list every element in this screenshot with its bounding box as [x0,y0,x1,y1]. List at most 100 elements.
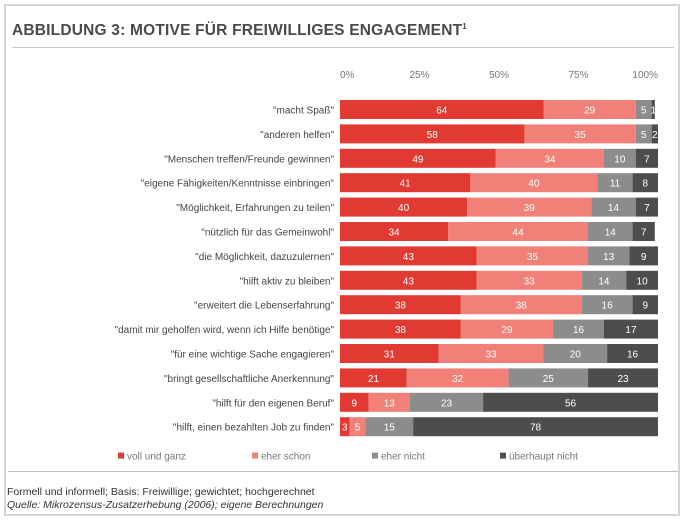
data-label: 31 [384,350,396,361]
bar-segment [588,368,658,388]
source-note: Quelle: Mikrozensus-Zusatzerhebung (2006… [7,499,324,511]
data-label: 38 [395,301,407,312]
data-label: 40 [398,203,410,214]
data-label: 5 [355,423,361,434]
bar-segment [460,319,554,339]
category-label: "die Möglichkeit, dazuzulernen" [195,252,334,263]
bar-segment [340,100,544,119]
data-label: 14 [598,276,610,287]
bar-segment [635,100,652,119]
figure-title: ABBILDUNG 3: MOTIVE FÜR FREIWILLIGES ENG… [12,22,467,40]
data-label: 13 [384,398,396,409]
x-tick-label: 100% [632,70,658,81]
bar-segment [340,295,461,315]
bar-segment [340,148,496,168]
figure-title-superscript: 1 [462,22,467,31]
figure-title-text: ABBILDUNG 3: MOTIVE FÜR FREIWILLIGES ENG… [12,22,463,40]
bar-segment [588,246,630,266]
category-label: "nützlich für das Gemeinwohl" [201,228,334,239]
bar-segment [543,100,636,119]
data-label: 38 [395,325,407,336]
x-tick-label: 25% [409,70,429,81]
bar-segment [340,344,439,363]
data-label: 44 [513,228,525,239]
data-label: 39 [524,203,536,214]
bar-segment [651,100,655,119]
data-label: 64 [436,106,448,117]
bar-segment [340,124,525,144]
bar-segment [581,270,627,290]
bar-segment [603,319,658,339]
data-label: 7 [641,228,647,239]
bar-segment [495,148,604,168]
data-label: 9 [352,398,358,409]
bar-segment [340,246,477,266]
data-label: 43 [403,276,415,287]
category-label: "erweitert die Lebenserfahrung" [194,301,334,312]
data-label: 35 [527,252,539,263]
bar-segment [651,124,658,144]
footer-divider [8,471,678,472]
bar-segment [635,148,658,168]
x-tick-label: 0% [340,70,355,81]
bar-segment [603,148,636,168]
bar-segment [607,344,658,363]
data-label: 9 [641,252,647,263]
bar-segment [626,270,658,290]
bar-segment [340,319,461,339]
bar-segment [438,344,544,363]
data-label: 49 [412,154,424,165]
bar-segment [476,270,582,290]
legend-label: überhaupt nicht [509,452,578,463]
title-divider [12,47,674,48]
bar-segment [349,417,366,437]
data-label: 33 [524,276,536,287]
bar-segment [581,295,633,315]
data-label: 3 [342,423,348,434]
bar-segment [588,222,633,241]
bar-segment [632,222,655,241]
category-label: "anderen helfen" [260,130,334,141]
data-label: 16 [602,301,614,312]
bar-segment [340,197,468,217]
legend-label: eher schon [261,452,310,463]
legend-label: voll und ganz [127,452,186,463]
legend-swatch [252,452,258,459]
data-label: 15 [384,423,396,434]
data-label: 13 [603,252,615,263]
data-label: 29 [584,106,596,117]
category-label: "damit mir geholfen wird, wenn ich Hilfe… [115,325,335,336]
category-label: "für eine wichtige Sache engagieren" [171,350,335,361]
data-label: 33 [485,350,497,361]
category-label: "Menschen treffen/Freunde gewinnen" [164,154,334,165]
data-label: 38 [516,301,528,312]
legend-swatch [118,452,124,459]
x-tick-label: 75% [568,70,588,81]
data-label: 58 [427,130,439,141]
bar-segment [635,124,652,144]
category-label: "eigene Fähigkeiten/Kenntnisse einbringe… [141,179,335,190]
data-label: 2 [652,130,658,141]
bar-segment [413,417,658,437]
data-label: 78 [530,423,542,434]
category-label: "macht Spaß" [273,106,334,117]
data-label: 14 [608,203,620,214]
data-label: 25 [543,374,555,385]
bar-segment [476,246,589,266]
data-label: 35 [575,130,587,141]
data-label: 29 [501,325,513,336]
bar-segment [406,368,509,388]
data-label: 8 [642,179,648,190]
data-label: 23 [441,398,453,409]
data-label: 23 [617,374,629,385]
bar-segment [340,368,407,388]
data-label: 16 [573,325,585,336]
data-label: 7 [644,203,650,214]
data-label: 9 [642,301,648,312]
data-label: 11 [610,179,621,190]
data-label: 40 [528,179,540,190]
bar-segment [632,173,658,193]
data-label: 10 [637,276,649,287]
footnote: Formell und informell; Basis: Freiwillig… [7,486,315,498]
data-label: 1 [650,106,656,117]
